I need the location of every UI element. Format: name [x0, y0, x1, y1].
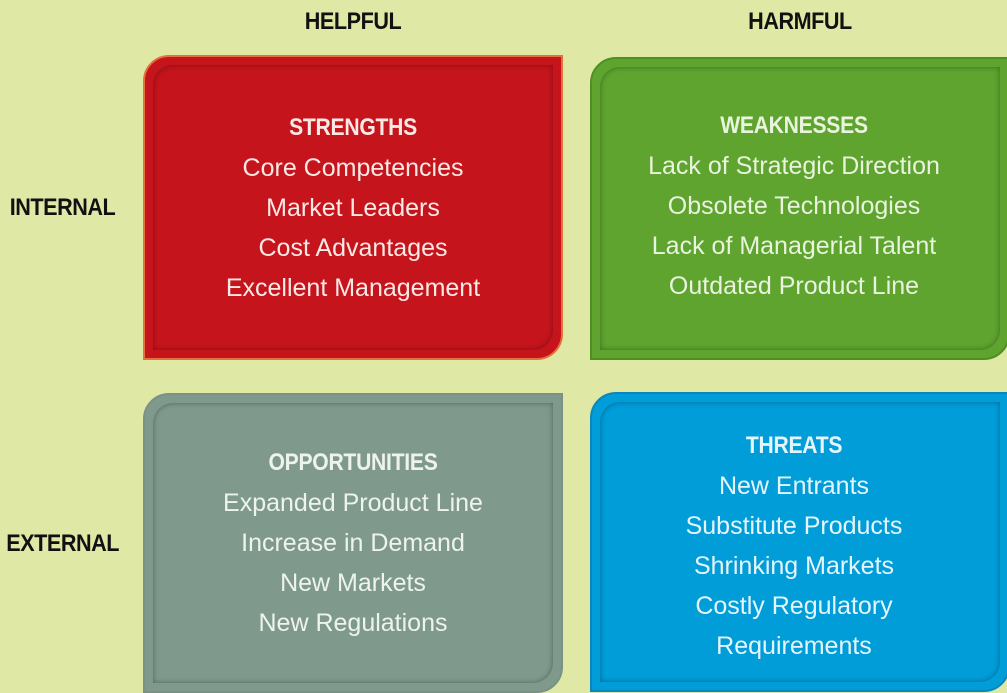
threats-item: Shrinking Markets — [693, 552, 895, 580]
threats-content: THREATS New Entrants Substitute Products… — [580, 426, 1007, 666]
opportunities-item: New Regulations — [258, 609, 448, 637]
weaknesses-quadrant: WEAKNESSES Lack of Strategic Direction O… — [590, 57, 1007, 360]
opportunities-item: Expanded Product Line — [223, 489, 483, 517]
strengths-quadrant: STRENGTHS Core Competencies Market Leade… — [143, 55, 563, 360]
opportunities-quadrant: OPPORTUNITIES Expanded Product Line Incr… — [143, 393, 563, 693]
strengths-item: Core Competencies — [242, 154, 464, 182]
strengths-item: Cost Advantages — [258, 234, 448, 262]
threats-item: Requirements — [716, 632, 872, 660]
strengths-title: STRENGTHS — [289, 114, 417, 141]
threats-item: New Entrants — [718, 472, 870, 500]
weaknesses-content: WEAKNESSES Lack of Strategic Direction O… — [580, 106, 1007, 306]
opportunities-title: OPPORTUNITIES — [268, 449, 438, 476]
opportunities-content: OPPORTUNITIES Expanded Product Line Incr… — [145, 443, 561, 643]
strengths-item: Market Leaders — [266, 194, 440, 222]
row-label-internal: INTERNAL — [9, 194, 116, 221]
threats-title: THREATS — [745, 432, 843, 459]
row-label-external: EXTERNAL — [6, 530, 120, 557]
weaknesses-title: WEAKNESSES — [720, 112, 868, 139]
column-label-harmful: HARMFUL — [748, 8, 852, 35]
weaknesses-item: Obsolete Technologies — [667, 192, 921, 220]
weaknesses-item: Lack of Managerial Talent — [651, 232, 937, 260]
weaknesses-item: Outdated Product Line — [668, 272, 920, 300]
threats-quadrant: THREATS New Entrants Substitute Products… — [590, 392, 1007, 692]
opportunities-item: Increase in Demand — [241, 529, 465, 557]
weaknesses-item: Lack of Strategic Direction — [648, 152, 940, 180]
opportunities-item: New Markets — [280, 569, 426, 597]
strengths-item: Excellent Management — [225, 274, 481, 302]
strengths-content: STRENGTHS Core Competencies Market Leade… — [145, 108, 561, 308]
threats-item: Costly Regulatory — [695, 592, 893, 620]
threats-item: Substitute Products — [685, 512, 903, 540]
column-label-helpful: HELPFUL — [304, 8, 402, 35]
